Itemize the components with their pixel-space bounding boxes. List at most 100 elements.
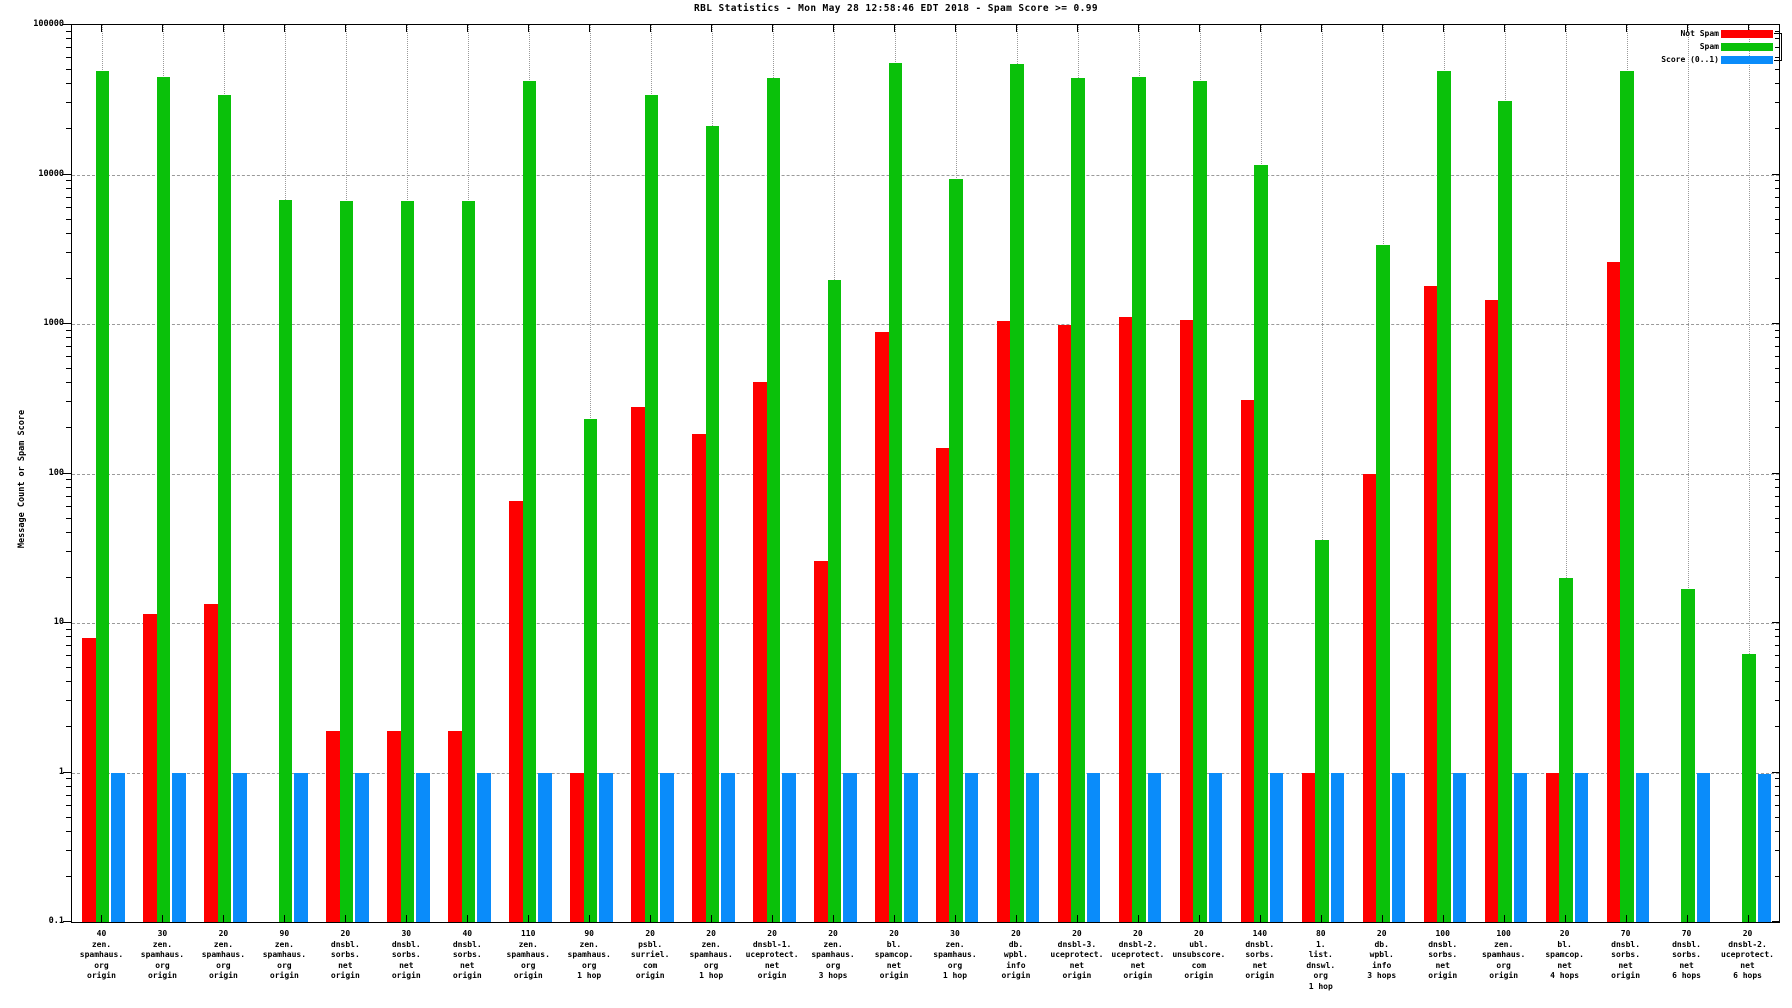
y-tick-minor: [66, 232, 71, 234]
gridline-horizontal: [72, 324, 1779, 325]
y-tick-major: [63, 921, 71, 922]
bar-not-spam: [935, 448, 950, 922]
bar-not-spam: [143, 613, 157, 922]
bar-score: [477, 773, 491, 922]
bar-spam: [1193, 81, 1207, 922]
bar-not-spam: [1057, 324, 1072, 922]
y-tick-minor-right: [1775, 830, 1780, 832]
y-tick-minor: [66, 427, 71, 429]
y-tick-label: 100: [48, 467, 64, 478]
y-tick-minor-right: [1775, 816, 1780, 818]
y-tick-major: [63, 24, 71, 25]
y-tick-minor: [66, 69, 71, 70]
legend-swatch-not-spam: [1721, 30, 1773, 38]
bar-not-spam: [875, 332, 889, 922]
bar-score: [904, 773, 918, 922]
y-tick-minor-right: [1775, 47, 1780, 49]
x-tick-top: [1137, 24, 1139, 32]
bar-spam: [1071, 78, 1085, 922]
x-tick-bottom: [1015, 915, 1017, 923]
x-tick-bottom: [1320, 915, 1322, 923]
y-tick-minor-right: [1775, 495, 1780, 497]
y-tick-minor: [66, 401, 71, 403]
y-tick-minor-right: [1775, 427, 1780, 429]
y-tick-minor: [66, 505, 71, 507]
x-tick-top: [162, 24, 164, 32]
bar-score: [660, 773, 674, 922]
legend-item-not-spam: Not Spam: [1600, 27, 1782, 40]
x-category-label: 80 1. list. dnswl. org 1 hop: [1306, 929, 1336, 991]
legend-bracket-bottom: [1774, 60, 1782, 61]
x-tick-top: [1198, 24, 1200, 32]
x-tick-bottom: [528, 915, 530, 923]
bar-spam: [1376, 244, 1390, 922]
x-category-label: 90 zen. spamhaus. org origin: [262, 929, 307, 980]
y-tick-minor: [66, 277, 71, 279]
legend-bracket-side: [1781, 33, 1782, 60]
y-tick-minor: [66, 196, 71, 198]
bar-not-spam: [1606, 261, 1621, 922]
y-tick-minor-right: [1775, 681, 1780, 683]
y-tick-minor: [66, 329, 71, 331]
x-category-label: 140 dnsbl. sorbs. net origin: [1245, 929, 1275, 980]
legend-item-spam: Spam: [1600, 40, 1782, 53]
x-tick-bottom: [772, 915, 774, 923]
y-tick-minor-right: [1775, 30, 1780, 32]
x-tick-top: [1320, 24, 1322, 32]
bar-score: [843, 773, 857, 922]
y-tick-major-right: [1772, 771, 1780, 773]
x-tick-top: [1503, 24, 1505, 32]
y-tick-minor: [66, 102, 71, 104]
x-tick-top: [284, 24, 286, 32]
y-tick-minor: [66, 517, 71, 519]
y-tick-major-right: [1772, 921, 1780, 922]
bar-score: [1635, 773, 1650, 922]
y-tick-minor-right: [1775, 83, 1780, 85]
y-tick-major-right: [1772, 323, 1780, 324]
y-tick-minor: [66, 875, 71, 877]
y-tick-major: [63, 771, 71, 773]
bar-score: [599, 773, 613, 922]
x-tick-bottom: [589, 915, 591, 923]
x-tick-top: [101, 24, 103, 32]
y-tick-minor: [66, 778, 71, 780]
bar-not-spam: [753, 381, 767, 922]
y-tick-minor: [66, 849, 71, 851]
bar-spam: [827, 279, 842, 922]
bar-spam: [339, 201, 354, 922]
y-tick-minor-right: [1775, 206, 1780, 208]
legend-label-score: Score (0..1): [1661, 55, 1719, 64]
y-tick-minor: [66, 382, 71, 384]
x-tick-top: [954, 24, 956, 32]
y-tick-minor-right: [1775, 667, 1780, 668]
y-tick-major: [63, 173, 71, 175]
bar-score: [1330, 773, 1345, 922]
bar-score: [1696, 773, 1711, 922]
y-tick-minor-right: [1775, 277, 1780, 279]
bar-score: [1025, 773, 1040, 922]
y-tick-minor-right: [1775, 517, 1780, 519]
x-category-label: 20 dnsbl-2. uceprotect. net origin: [1111, 929, 1165, 980]
x-tick-bottom: [1381, 915, 1383, 923]
bar-spam: [1559, 578, 1573, 922]
bar-not-spam: [448, 730, 462, 922]
bar-spam: [1742, 654, 1756, 922]
bar-score: [782, 773, 796, 922]
x-category-label: 20 zen. spamhaus. org origin: [201, 929, 246, 980]
x-tick-top: [345, 24, 347, 32]
x-category-label: 20 dnsbl-2. uceprotect. net 6 hops: [1721, 929, 1774, 980]
x-category-label: 90 zen. spamhaus. org 1 hop: [567, 929, 611, 980]
bar-score: [964, 773, 979, 922]
legend-swatch-score: [1721, 56, 1773, 64]
y-tick-minor: [66, 218, 71, 220]
y-tick-minor: [66, 346, 71, 348]
bar-not-spam: [204, 603, 218, 922]
bar-spam: [705, 126, 720, 922]
y-tick-minor: [66, 636, 71, 638]
legend-bracket-top: [1774, 33, 1782, 34]
y-tick-minor-right: [1775, 636, 1780, 638]
y-tick-minor: [66, 681, 71, 683]
y-tick-minor-right: [1775, 356, 1780, 358]
y-tick-major: [63, 622, 71, 623]
